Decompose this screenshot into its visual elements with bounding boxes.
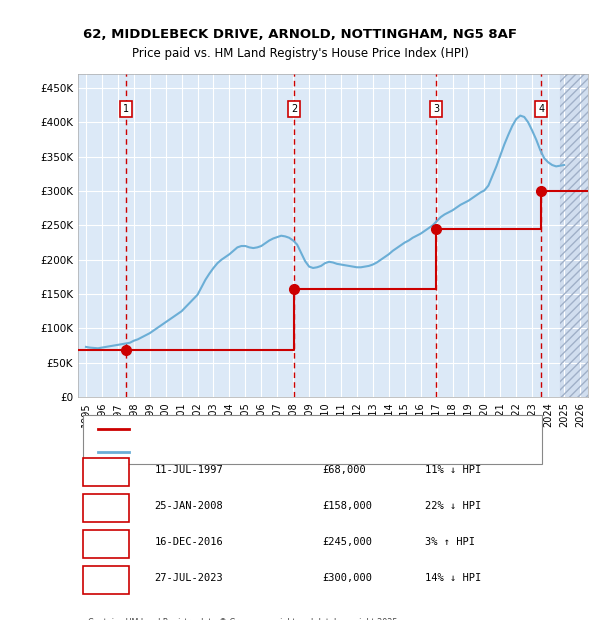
Text: 3: 3 bbox=[433, 104, 439, 113]
Text: 4: 4 bbox=[103, 573, 110, 583]
Text: 22% ↓ HPI: 22% ↓ HPI bbox=[425, 501, 481, 511]
Text: HPI: Average price, detached house, Gedling: HPI: Average price, detached house, Gedl… bbox=[139, 447, 342, 456]
Text: 1: 1 bbox=[123, 104, 130, 113]
Bar bbox=[560, 74, 588, 397]
Text: 25-JAN-2008: 25-JAN-2008 bbox=[155, 501, 223, 511]
FancyBboxPatch shape bbox=[83, 458, 129, 487]
Text: £68,000: £68,000 bbox=[323, 465, 367, 475]
FancyBboxPatch shape bbox=[83, 415, 542, 464]
FancyBboxPatch shape bbox=[83, 529, 129, 559]
Text: £245,000: £245,000 bbox=[323, 537, 373, 547]
Text: £158,000: £158,000 bbox=[323, 501, 373, 511]
Text: Price paid vs. HM Land Registry's House Price Index (HPI): Price paid vs. HM Land Registry's House … bbox=[131, 46, 469, 60]
Text: 14% ↓ HPI: 14% ↓ HPI bbox=[425, 573, 481, 583]
Text: Contains HM Land Registry data © Crown copyright and database right 2025.
This d: Contains HM Land Registry data © Crown c… bbox=[88, 618, 400, 620]
Text: 3: 3 bbox=[103, 537, 110, 547]
Text: 1: 1 bbox=[103, 465, 110, 475]
Text: 3% ↑ HPI: 3% ↑ HPI bbox=[425, 537, 475, 547]
FancyBboxPatch shape bbox=[83, 565, 129, 594]
FancyBboxPatch shape bbox=[83, 494, 129, 523]
Text: 62, MIDDLEBECK DRIVE, ARNOLD, NOTTINGHAM, NG5 8AF (detached house): 62, MIDDLEBECK DRIVE, ARNOLD, NOTTINGHAM… bbox=[139, 425, 484, 433]
Text: 2: 2 bbox=[103, 501, 110, 511]
Text: £300,000: £300,000 bbox=[323, 573, 373, 583]
Text: 16-DEC-2016: 16-DEC-2016 bbox=[155, 537, 223, 547]
Text: 62, MIDDLEBECK DRIVE, ARNOLD, NOTTINGHAM, NG5 8AF: 62, MIDDLEBECK DRIVE, ARNOLD, NOTTINGHAM… bbox=[83, 28, 517, 41]
Text: 11% ↓ HPI: 11% ↓ HPI bbox=[425, 465, 481, 475]
Text: 27-JUL-2023: 27-JUL-2023 bbox=[155, 573, 223, 583]
Text: 4: 4 bbox=[538, 104, 544, 113]
Text: 2: 2 bbox=[291, 104, 298, 113]
Bar bbox=[560, 74, 588, 397]
Text: 11-JUL-1997: 11-JUL-1997 bbox=[155, 465, 223, 475]
